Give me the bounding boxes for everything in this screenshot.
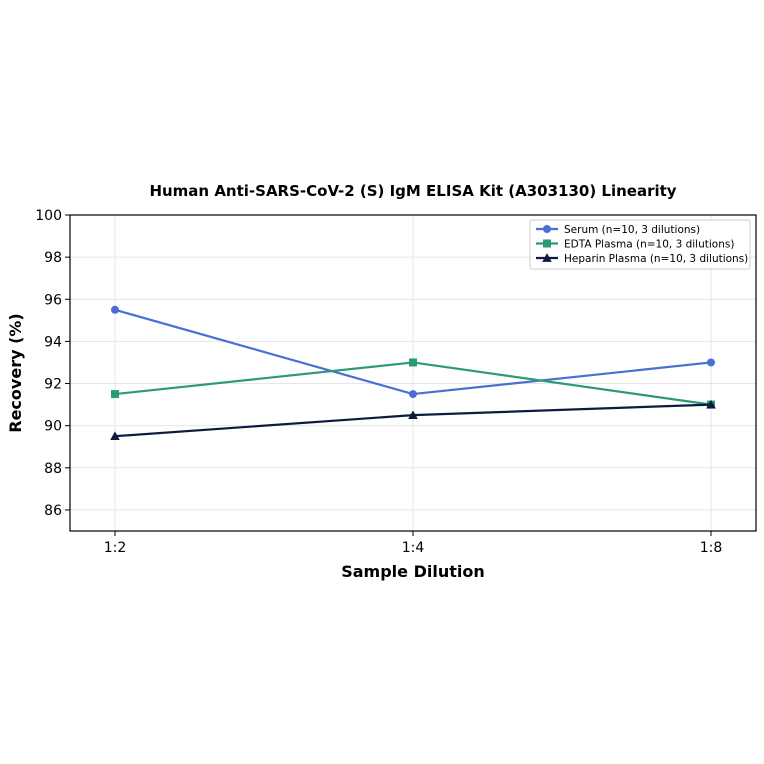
data-point xyxy=(707,358,715,367)
data-point xyxy=(409,390,417,399)
legend-box xyxy=(529,219,751,270)
y-axis-label: Recovery (%) xyxy=(6,313,25,432)
ticks: 86 88 90 92 94 96 98 100 1:2 1:4 1:8 xyxy=(35,208,722,556)
legend: Serum (n=10, 3 dilutions) EDTA Plasma (n=… xyxy=(529,219,751,270)
series-1 xyxy=(111,305,715,399)
legend-marker xyxy=(542,253,552,262)
chart-title: Human Anti-SARS-CoV-2 (S) IgM ELISA Kit … xyxy=(149,182,676,200)
series-lines xyxy=(110,305,716,441)
legend-label: EDTA Plasma (n=10, 3 dilutions) xyxy=(564,239,734,251)
data-point xyxy=(706,399,716,409)
x-tick-label: 1:4 xyxy=(402,540,425,556)
x-axis-label: Sample Dilution xyxy=(341,562,485,581)
data-point xyxy=(408,410,418,419)
data-point xyxy=(110,431,120,441)
data-point xyxy=(111,305,119,314)
legend-marker xyxy=(543,225,551,233)
y-tick-label: 94 xyxy=(44,334,62,350)
y-tick-label: 98 xyxy=(44,250,62,266)
legend-item: Heparin Plasma (n=10, 3 dilutions) xyxy=(536,253,748,265)
legend-item: Serum (n=10, 3 dilutions) xyxy=(536,224,700,236)
y-tick-label: 96 xyxy=(44,292,62,308)
legend-item: EDTA Plasma (n=10, 3 dilutions) xyxy=(536,239,734,251)
y-tick-label: 100 xyxy=(35,208,62,224)
plot-frame xyxy=(69,214,757,532)
legend-marker xyxy=(543,239,551,248)
y-tick-label: 88 xyxy=(44,461,62,477)
y-tick-label: 86 xyxy=(44,503,62,519)
y-tick-label: 92 xyxy=(44,377,62,393)
legend-label: Heparin Plasma (n=10, 3 dilutions) xyxy=(564,253,748,265)
data-point xyxy=(111,390,119,399)
x-tick-label: 1:2 xyxy=(104,540,127,556)
data-point xyxy=(409,358,417,367)
series-3 xyxy=(110,399,716,441)
legend-label: Serum (n=10, 3 dilutions) xyxy=(564,224,700,236)
x-tick-label: 1:8 xyxy=(700,540,723,556)
y-tick-label: 90 xyxy=(44,419,62,435)
